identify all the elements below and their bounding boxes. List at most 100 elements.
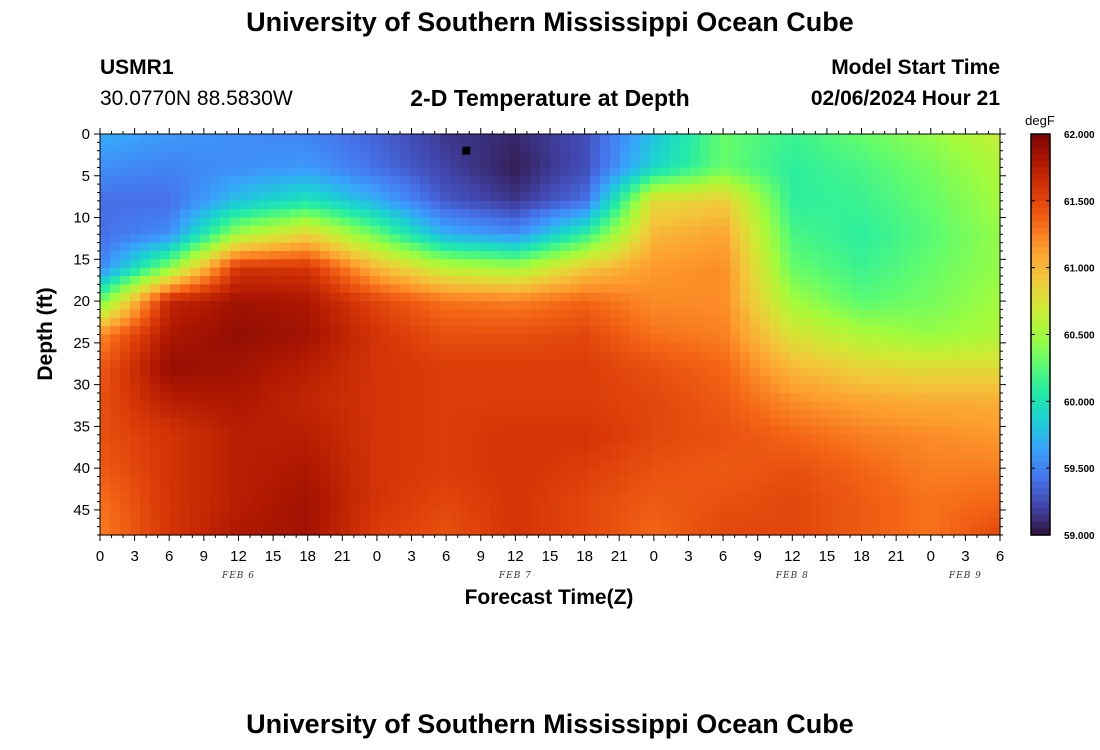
- heatmap-cell: [580, 384, 591, 394]
- heatmap-cell: [200, 276, 211, 285]
- heatmap-cell: [200, 518, 211, 528]
- heatmap-cell: [940, 250, 951, 260]
- heatmap-cell: [750, 192, 761, 202]
- heatmap-cell: [750, 401, 761, 411]
- heatmap-cell: [210, 476, 221, 486]
- heatmap-cell: [240, 418, 251, 427]
- heatmap-cell: [360, 242, 371, 252]
- heatmap-cell: [900, 451, 911, 461]
- heatmap-cell: [800, 476, 811, 486]
- heatmap-cell: [650, 359, 661, 369]
- heatmap-cell: [460, 493, 471, 503]
- heatmap-cell: [930, 401, 941, 411]
- heatmap-cell: [600, 225, 611, 235]
- heatmap-cell: [550, 276, 561, 285]
- heatmap-cell: [520, 434, 531, 444]
- heatmap-cell: [730, 225, 741, 235]
- heatmap-cell: [170, 501, 181, 511]
- heatmap-cell: [820, 484, 831, 494]
- heatmap-cell: [630, 309, 641, 319]
- heatmap-cell: [730, 267, 741, 277]
- heatmap-cell: [840, 217, 851, 227]
- heatmap-cell: [760, 234, 771, 244]
- heatmap-cell: [840, 484, 851, 494]
- heatmap-cell: [620, 159, 631, 169]
- heatmap-cell: [790, 292, 801, 302]
- heatmap-cell: [720, 225, 731, 235]
- heatmap-cell: [150, 142, 161, 152]
- heatmap-cell: [370, 334, 381, 344]
- heatmap-cell: [880, 167, 891, 177]
- heatmap-cell: [480, 301, 491, 311]
- heatmap-cell: [390, 134, 401, 143]
- heatmap-cell: [780, 326, 791, 336]
- heatmap-cell: [810, 518, 821, 528]
- heatmap-cell: [890, 292, 901, 302]
- heatmap-cell: [650, 309, 661, 319]
- heatmap-cell: [280, 159, 291, 169]
- heatmap-cell: [150, 326, 161, 336]
- heatmap-cell: [580, 459, 591, 469]
- heatmap-cell: [920, 443, 931, 453]
- heatmap-cell: [680, 134, 691, 143]
- heatmap-cell: [500, 267, 511, 277]
- heatmap-cell: [400, 200, 411, 210]
- heatmap-cell: [670, 434, 681, 444]
- heatmap-cell: [710, 200, 721, 210]
- heatmap-cell: [590, 426, 601, 436]
- heatmap-cell: [420, 468, 431, 478]
- heatmap-cell: [570, 142, 581, 152]
- heatmap-cell: [120, 234, 131, 244]
- heatmap-cell: [910, 326, 921, 336]
- heatmap-cell: [690, 367, 701, 377]
- heatmap-cell: [610, 159, 621, 169]
- heatmap-cell: [130, 209, 141, 219]
- heatmap-cell: [680, 426, 691, 436]
- heatmap-cell: [860, 401, 871, 411]
- heatmap-cell: [290, 225, 301, 235]
- heatmap-cell: [290, 476, 301, 486]
- heatmap-cell: [700, 426, 711, 436]
- heatmap-cell: [880, 359, 891, 369]
- heatmap-cell: [930, 359, 941, 369]
- heatmap-cell: [210, 468, 221, 478]
- heatmap-cell: [250, 326, 261, 336]
- heatmap-cell: [710, 142, 721, 152]
- heatmap-cell: [250, 159, 261, 169]
- heatmap-cell: [670, 384, 681, 394]
- heatmap-cell: [730, 384, 741, 394]
- heatmap-cell: [330, 159, 341, 169]
- heatmap-cell: [260, 367, 271, 377]
- heatmap-cell: [780, 209, 791, 219]
- heatmap-cell: [170, 217, 181, 227]
- heatmap-cell: [430, 476, 441, 486]
- heatmap-cell: [680, 150, 691, 160]
- heatmap-cell: [360, 309, 371, 319]
- heatmap-cell: [230, 418, 241, 427]
- heatmap-cell: [110, 175, 121, 185]
- heatmap-cell: [450, 159, 461, 169]
- heatmap-cell: [690, 234, 701, 244]
- heatmap-cell: [710, 518, 721, 528]
- heatmap-cell: [180, 518, 191, 528]
- heatmap-cell: [780, 409, 791, 419]
- heatmap-cell: [390, 376, 401, 386]
- heatmap-cell: [330, 175, 341, 185]
- heatmap-cell: [800, 526, 811, 536]
- heatmap-cell: [990, 434, 1001, 444]
- heatmap-cell: [220, 142, 231, 152]
- heatmap-cell: [420, 175, 431, 185]
- heatmap-cell: [130, 418, 141, 427]
- heatmap-cell: [140, 493, 151, 503]
- heatmap-cell: [600, 434, 611, 444]
- heatmap-cell: [930, 484, 941, 494]
- heatmap-cell: [730, 501, 741, 511]
- heatmap-cell: [970, 317, 981, 327]
- heatmap-cell: [650, 501, 661, 511]
- heatmap-cell: [710, 292, 721, 302]
- heatmap-cell: [110, 384, 121, 394]
- heatmap-cell: [200, 367, 211, 377]
- heatmap-cell: [810, 351, 821, 361]
- heatmap-cell: [620, 392, 631, 402]
- heatmap-cell: [350, 376, 361, 386]
